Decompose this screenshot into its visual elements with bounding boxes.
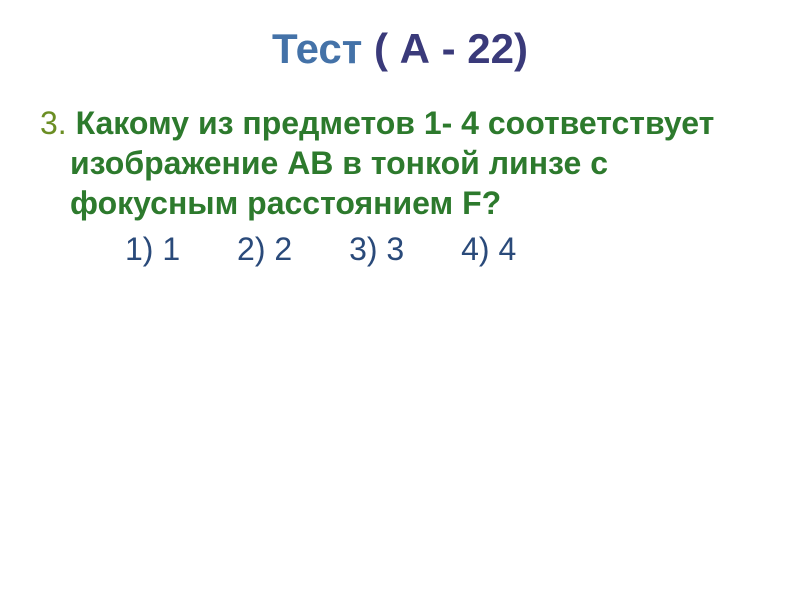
slide-container: Тест ( А - 22) 3. Какому из предметов 1-… bbox=[0, 0, 800, 600]
title-rest: ( А - 22) bbox=[362, 25, 528, 72]
answer-option-2: 2) 2 bbox=[237, 231, 292, 268]
title-word: Тест bbox=[272, 25, 362, 72]
slide-title: Тест ( А - 22) bbox=[30, 25, 770, 73]
answer-option-1: 1) 1 bbox=[125, 231, 180, 268]
question-text: Какому из предметов 1- 4 соответствует и… bbox=[67, 105, 715, 221]
question-block: 3. Какому из предметов 1- 4 соответствуе… bbox=[40, 103, 760, 268]
question-text-block: 3. Какому из предметов 1- 4 соответствуе… bbox=[40, 103, 760, 223]
answers-row: 1) 1 2) 2 3) 3 4) 4 bbox=[40, 231, 760, 268]
question-number: 3. bbox=[40, 105, 67, 141]
answer-option-3: 3) 3 bbox=[349, 231, 404, 268]
answer-option-4: 4) 4 bbox=[461, 231, 516, 268]
